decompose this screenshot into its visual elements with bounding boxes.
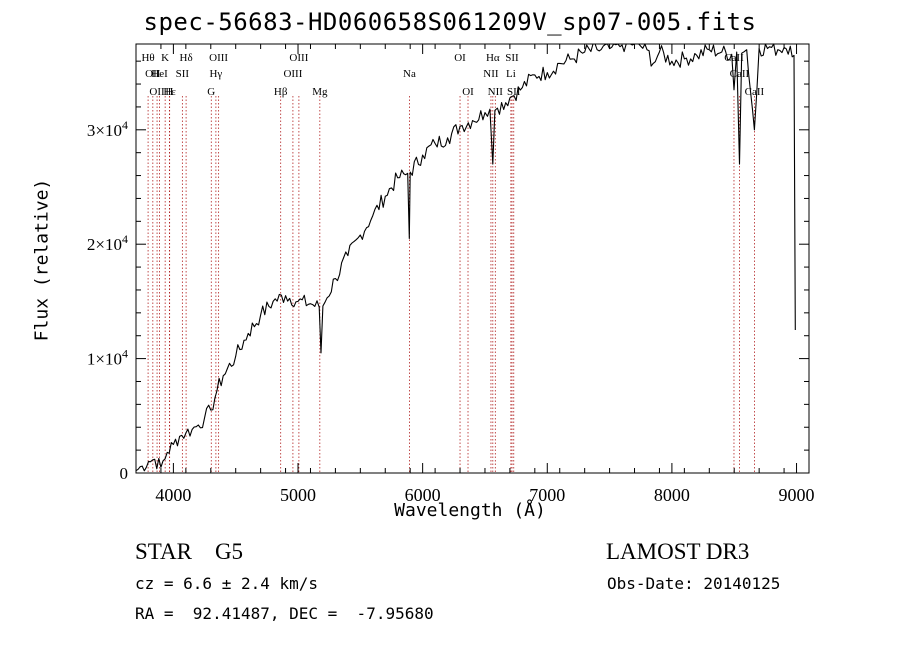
x-tick-label: 9000 <box>779 485 815 505</box>
line-label: Hθ <box>141 52 154 64</box>
plot-frame <box>135 43 810 474</box>
line-label: OIII <box>289 52 308 64</box>
x-tick-label: 8000 <box>654 485 690 505</box>
y-tick-label: 0 <box>120 464 129 483</box>
line-label: SII <box>505 52 519 64</box>
line-label: G <box>207 86 215 98</box>
y-tick-label: 2×104 <box>87 232 128 254</box>
line-label: OII <box>145 68 161 80</box>
line-label: HeI <box>151 68 168 80</box>
line-label: Li <box>506 68 516 80</box>
y-axis-label: Flux (relative) <box>31 178 53 342</box>
coordinates: RA = 92.41487, DEC = -7.95680 <box>135 604 434 623</box>
line-label: Hα <box>486 52 500 64</box>
line-label: Hγ <box>209 68 222 80</box>
object-class: STAR G5 <box>135 539 244 564</box>
x-tick-label: 5000 <box>280 485 316 505</box>
line-label: Hδ <box>180 52 193 64</box>
line-label: Hβ <box>274 86 288 98</box>
line-label: OIII <box>283 68 302 80</box>
chart-title: spec-56683-HD060658S061209V_sp07-005.fit… <box>143 8 757 36</box>
line-label: NII <box>483 68 499 80</box>
obs-date: Obs-Date: 20140125 <box>607 574 781 593</box>
flux-series-line <box>135 43 796 472</box>
axis-ticks: 4000 5000 6000 7000 8000 9000 0 1×104 2×104 3×104 <box>87 44 815 505</box>
line-label: OII <box>149 86 165 98</box>
line-label: CaII <box>724 52 744 64</box>
spectral-line-markers <box>147 96 755 473</box>
line-label: OIII <box>209 52 228 64</box>
line-label: Na <box>403 68 416 80</box>
x-tick-label: 6000 <box>405 485 441 505</box>
survey-name: LAMOST DR3 <box>606 539 750 564</box>
spectral-line-labels: HθOIIOIIHeIKHHεSIIHδGHγOIIIHβOIIIOIIIMgN… <box>141 52 764 98</box>
line-label: OI <box>454 52 466 64</box>
line-label: CaII <box>745 86 765 98</box>
line-label: OI <box>462 86 474 98</box>
x-tick-label: 7000 <box>529 485 565 505</box>
y-tick-label: 3×104 <box>87 118 128 140</box>
redshift-line: cz = 6.6 ± 2.4 km/s <box>135 574 319 593</box>
line-label: SII <box>176 68 190 80</box>
line-label: H <box>165 86 173 98</box>
line-label: NII <box>488 86 504 98</box>
line-label: K <box>161 52 169 64</box>
y-tick-label: 1×104 <box>87 347 128 369</box>
line-label: Mg <box>312 86 328 98</box>
x-axis-label: Wavelength (Å) <box>394 500 546 521</box>
line-label: Hε <box>163 86 176 98</box>
x-tick-label: 4000 <box>155 485 191 505</box>
